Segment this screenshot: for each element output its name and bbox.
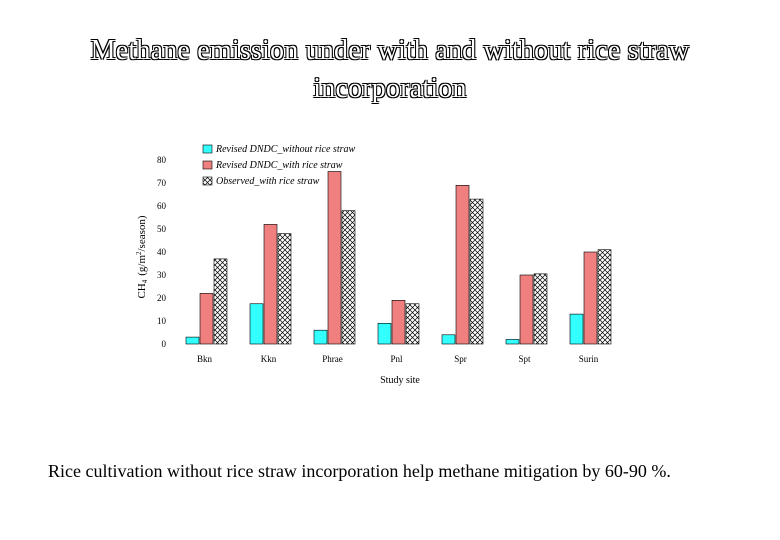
bar-bkn-series-1 (185, 336, 200, 345)
y-tick-label: 0 (162, 339, 167, 349)
bar-pnl-series-2 (391, 300, 406, 345)
bar-kkn-series-1 (249, 303, 264, 345)
x-tick-label: Pnl (390, 354, 403, 364)
y-axis-title-sup: 2 (135, 251, 143, 255)
y-tick-label: 60 (157, 201, 167, 211)
y-tick-label: 20 (157, 293, 167, 303)
bar-phrae-series-1 (313, 329, 328, 345)
legend-label: Observed_with rice straw (216, 176, 320, 187)
y-tick-label: 50 (157, 224, 167, 234)
bar-kkn-series-3 (277, 233, 292, 345)
bar-marks (185, 171, 612, 345)
y-axis-title-unit-open: (g/m (136, 255, 148, 276)
legend-label: Revised DNDC_without rice straw (215, 144, 355, 155)
bar-bkn-series-3 (213, 258, 228, 345)
y-axis-title-name: CH (136, 283, 148, 298)
bar-spr-series-2 (455, 184, 470, 345)
x-tick-label: Spt (518, 354, 531, 364)
bar-bkn-series-2 (199, 293, 214, 345)
bar-phrae-series-2 (327, 171, 342, 345)
bar-chart: 0 10 20 30 40 50 60 70 80 Bkn Kkn Phrae Pnl Spr Spt Su… (135, 144, 612, 386)
x-tick-label: Spr (454, 354, 467, 364)
bar-spr-series-3 (469, 198, 484, 345)
slide-title-line2: incorporation (313, 73, 467, 104)
bar-spt-series-1 (505, 339, 520, 345)
x-axis-labels: Bkn Kkn Phrae Pnl Spr Spt Surin (197, 354, 599, 364)
bar-pnl-series-1 (377, 323, 392, 345)
bar-surin-series-1 (569, 313, 584, 345)
y-axis-title-sub: 4 (141, 279, 149, 283)
bar-surin-series-3 (597, 249, 612, 345)
y-axis-title: CH4 (g/m2/season) (135, 215, 149, 298)
x-tick-label: Kkn (261, 354, 277, 364)
bar-phrae-series-3 (341, 210, 356, 345)
x-axis-title: Study site (380, 375, 420, 386)
y-tick-label: 80 (157, 155, 167, 165)
bar-surin-series-2 (583, 251, 598, 345)
slide-title-line1: Methane emission under with and without … (90, 35, 690, 66)
y-tick-label: 70 (157, 178, 167, 188)
x-tick-label: Bkn (197, 354, 213, 364)
bar-spr-series-1 (441, 334, 456, 345)
slide-title: Methane emission under with and without … (0, 32, 780, 108)
bar-pnl-series-3 (405, 303, 420, 345)
x-tick-label: Phrae (322, 354, 343, 364)
y-tick-label: 40 (157, 247, 167, 257)
bar-spt-series-2 (519, 274, 534, 345)
legend: Revised DNDC_without rice straw Revised D… (202, 144, 355, 187)
legend-label: Revised DNDC_with rice straw (215, 160, 343, 171)
y-axis-ticks: 0 10 20 30 40 50 60 70 80 (157, 155, 167, 349)
x-tick-label: Surin (579, 354, 599, 364)
y-tick-label: 10 (157, 316, 167, 326)
y-tick-label: 30 (157, 270, 167, 280)
bar-kkn-series-2 (263, 224, 278, 345)
slide-caption: Rice cultivation without rice straw inco… (48, 461, 671, 481)
legend-swatch (202, 176, 213, 186)
bar-spt-series-3 (533, 273, 548, 345)
y-axis-title-unit-close: /season) (136, 215, 148, 251)
legend-swatch (202, 160, 213, 170)
legend-swatch (202, 144, 213, 154)
